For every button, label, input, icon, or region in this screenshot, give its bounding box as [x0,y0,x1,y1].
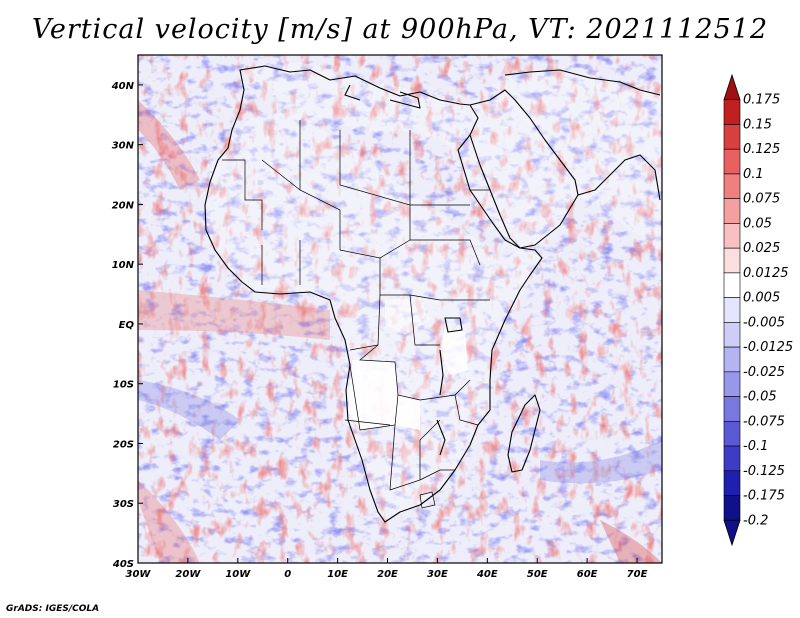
lat-tick-label: 10S [113,380,134,391]
lon-tick-label: 30E [427,569,448,580]
colorbar-swatch [723,322,741,348]
colorbar-label: 0.005 [743,291,780,306]
colorbar-label: 0.1 [743,167,764,182]
lat-tick-label: 20N [112,200,135,211]
latitude-axis: 40N 30N 20N 10N EQ 10S 20S 30S 40S [111,81,143,570]
lat-tick-label: 40S [112,559,134,570]
lon-tick-label: 20E [377,569,398,580]
colorbar-bottom-arrow [723,519,741,547]
lon-tick-label: 10E [327,569,348,580]
colorbar-swatch [723,272,741,298]
colorbar-label: -0.0125 [743,340,793,355]
colorbar-label: -0.05 [743,390,777,405]
lon-tick-label: 50E [527,569,548,580]
lon-tick-label: 30W [126,569,152,580]
colorbar-label: 0.175 [743,93,780,108]
colorbar-label: -0.005 [743,315,785,330]
country-borders [222,120,490,509]
colorbar-top-arrow [723,73,741,101]
colorbar-swatch [723,124,741,150]
lat-tick-label: 10N [112,260,135,271]
colorbar-label: -0.025 [743,365,785,380]
colorbar-swatch [723,223,741,249]
colorbar-swatch [723,470,741,496]
map-frame [137,54,663,564]
colorbar-label: 0.075 [743,192,780,207]
colorbar-label: 0.05 [743,216,772,231]
colorbar-label: -0.125 [743,464,785,479]
lat-tick-label: 30N [112,141,135,152]
lon-tick-label: 60E [577,569,598,580]
colorbar-swatch [723,297,741,323]
chart-title: Vertical velocity [m/s] at 900hPa, VT: 2… [31,14,769,45]
lat-tick-label: 40N [111,81,135,92]
colorbar-swatch [723,247,741,274]
colorbar-label: -0.1 [743,439,768,454]
colorbar-swatch [723,148,741,175]
colorbar-swatch [723,371,741,397]
colorbar-swatch [723,421,741,447]
grads-credit: GrADS: IGES/COLA [6,604,100,614]
longitude-axis: 30W 20W 10W 0 10E 20E 30E 40E 50E 60E 70E [126,558,648,580]
colorbar-label: -0.075 [743,414,785,429]
colorbar-label: 0.025 [743,241,780,256]
lon-tick-label: 70E [627,569,648,580]
lon-tick-label: 0 [284,569,291,580]
colorbar-label: 0.0125 [743,266,789,281]
lon-tick-label: 10W [225,569,251,580]
lat-tick-label: 20S [113,439,134,450]
lon-tick-label: 40E [476,569,498,580]
lat-tick-label: EQ [119,320,135,331]
colorbar-swatch [723,495,741,521]
lat-tick-label: 30S [113,499,134,510]
colorbar-swatch [723,99,741,125]
colorbar-swatch [723,396,741,422]
velocity-field [138,55,662,563]
colorbar-swatch [723,445,741,472]
colorbar-swatch [723,346,741,373]
colorbar: 0.175 0.15 0.125 0.1 0.075 0.05 0.025 0.0125 0.0… [723,73,793,547]
colorbar-label: 0.125 [743,142,780,157]
lon-tick-label: 20W [175,569,201,580]
colorbar-label: -0.2 [743,513,768,528]
colorbar-swatch [723,173,741,199]
colorbar-label: -0.175 [743,489,785,504]
colorbar-label: 0.15 [743,117,772,132]
colorbar-swatch [723,198,741,224]
